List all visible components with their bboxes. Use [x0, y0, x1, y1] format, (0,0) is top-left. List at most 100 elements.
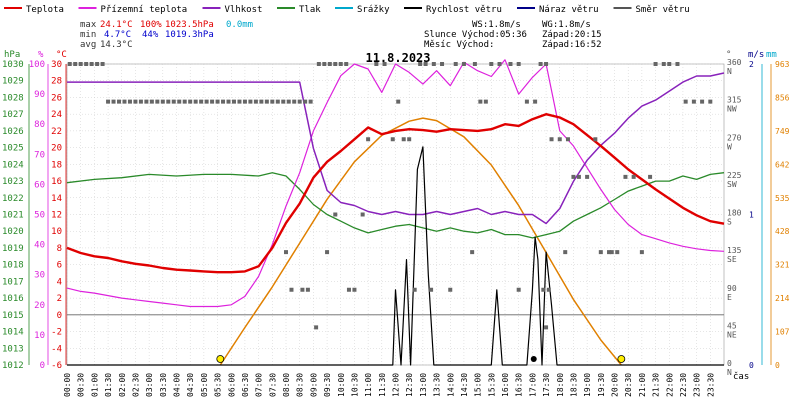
- wind-dir-point: [182, 99, 187, 104]
- sun-tick-label: 535: [775, 194, 790, 203]
- series-humidity-line: [67, 72, 725, 225]
- wind-dir-point: [111, 99, 116, 104]
- marks: [67, 62, 713, 363]
- wind-dir-point: [478, 99, 483, 104]
- x-tick-label: 18:00: [556, 373, 565, 397]
- wind-dir-point: [598, 250, 603, 255]
- wind-calm-marker: [530, 356, 537, 362]
- x-tick-label: 03:00: [145, 373, 154, 397]
- wind-dir-point: [440, 62, 445, 66]
- wind-dir-point: [84, 62, 89, 66]
- x-tick-label: 06:00: [227, 373, 236, 397]
- wind-dir-point: [708, 99, 713, 104]
- wind-dir-point: [149, 99, 154, 104]
- x-tick-label: 22:30: [679, 373, 688, 397]
- legend-label: Přízemní teplota: [101, 5, 188, 15]
- wind-dir-point: [374, 62, 379, 66]
- wind-dir-point: [470, 250, 475, 255]
- wind-dir-point: [544, 62, 549, 66]
- wind-dir-point: [284, 250, 288, 255]
- stat-max-label: max: [80, 20, 97, 30]
- stat-max-hum: 100%: [140, 20, 162, 30]
- wind-dir-point: [544, 325, 549, 330]
- wind-dir-point: [360, 212, 365, 217]
- wind-dir-point: [338, 62, 343, 66]
- legend-label: Směr větru: [636, 5, 690, 15]
- legend-label: Rychlost větru: [426, 5, 502, 15]
- wind-dir-point: [661, 62, 666, 66]
- x-tick-label: 20:00: [611, 373, 620, 397]
- sun-tick-label: 963: [775, 60, 790, 69]
- unit-deg: °: [726, 50, 731, 60]
- x-tick-label: 08:30: [296, 373, 305, 397]
- wind-dir-point: [281, 99, 286, 104]
- info-ws: WS:1.8m/s: [472, 20, 521, 30]
- wind-dir-point: [418, 62, 423, 66]
- sunset-marker: [617, 355, 626, 363]
- x-tick-label: 19:00: [583, 373, 592, 397]
- wind-dir-point: [327, 62, 332, 66]
- wind-dir-point: [431, 62, 436, 66]
- unit-hpa: hPa: [4, 50, 20, 60]
- wind-dir-point: [221, 99, 226, 104]
- wind-dir-point: [117, 99, 122, 104]
- dir-tick-deg: 360: [727, 58, 742, 67]
- x-tick-label: 12:00: [392, 373, 401, 397]
- wind-dir-point: [67, 62, 72, 66]
- wind-dir-point: [623, 174, 628, 179]
- wind-dir-point: [127, 99, 132, 104]
- x-tick-label: 01:30: [104, 373, 113, 397]
- unit-degc: °C: [56, 50, 67, 60]
- dir-tick-name: S: [727, 218, 732, 227]
- wind-dir-point: [248, 99, 253, 104]
- x-axis-label: čas: [733, 371, 749, 382]
- wind-dir-point: [524, 99, 529, 104]
- wind-dir-point: [401, 137, 406, 142]
- wind-dir-point: [166, 99, 171, 104]
- wind-dir-point: [516, 62, 521, 66]
- wind-dir-point: [106, 99, 111, 104]
- temp-tick-label: 24: [51, 110, 62, 120]
- x-tick-label: 12:30: [405, 373, 414, 397]
- x-tick-label: 23:00: [693, 373, 702, 397]
- x-tick-label: 23:30: [706, 373, 715, 397]
- temp-tick-label: 22: [51, 127, 62, 137]
- hpa-tick-label: 1020: [2, 227, 24, 237]
- wind-dir-point: [133, 99, 138, 104]
- wind-dir-point: [242, 99, 247, 104]
- wind-dir-point: [199, 99, 204, 104]
- wind-dir-point: [448, 287, 453, 292]
- chart-title: 11.8.2023: [365, 51, 430, 65]
- dir-tick-deg: 90: [727, 284, 737, 293]
- dir-tick-deg: 315: [727, 96, 742, 105]
- unit-mm: mm: [766, 50, 777, 60]
- legend-label: Náraz větru: [539, 5, 599, 15]
- sun-tick-label: 0: [775, 361, 780, 370]
- temp-tick-label: 0: [57, 311, 62, 321]
- wind-dir-point: [305, 287, 310, 292]
- series-temperature-line: [66, 112, 725, 274]
- wind-dir-point: [215, 99, 220, 104]
- x-tick-label: 03:30: [159, 373, 168, 397]
- wind-dir-point: [653, 62, 658, 66]
- x-tick-label: 17:30: [542, 373, 551, 397]
- wind-dir-point: [675, 62, 680, 66]
- ms-tick-label: 0: [749, 361, 754, 370]
- x-tick-label: 02:00: [118, 373, 127, 397]
- wind-dir-point: [585, 174, 590, 179]
- wind-dir-point: [177, 99, 182, 104]
- wind-dir-point: [259, 99, 264, 104]
- wind-dir-point: [683, 99, 688, 104]
- wind-dir-point: [516, 287, 521, 292]
- x-tick-label: 05:00: [200, 373, 209, 397]
- pct-tick-label: 80: [34, 120, 45, 130]
- dir-tick-deg: 0: [727, 359, 732, 368]
- sun-tick-label: 856: [775, 93, 790, 102]
- wind-dir-point: [193, 99, 198, 104]
- x-tick-label: 15:30: [487, 373, 496, 397]
- x-tick-label: 13:30: [433, 373, 442, 397]
- pct-tick-label: 60: [34, 180, 45, 190]
- wind-dir-point: [333, 212, 338, 217]
- x-tick-label: 06:30: [241, 373, 250, 397]
- wind-dir-point: [314, 325, 319, 330]
